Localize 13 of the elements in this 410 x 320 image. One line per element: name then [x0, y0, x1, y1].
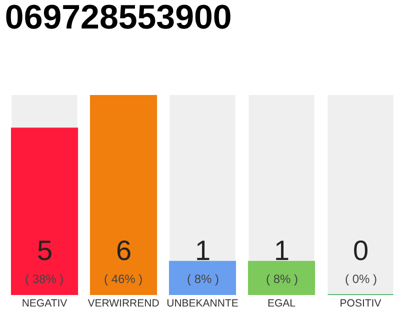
x-tick-label: UNBEKANNTE	[166, 298, 238, 310]
x-tick-label: POSITIV	[340, 298, 382, 310]
chart-title: 069728553900	[4, 0, 232, 37]
data-label: 1 ( 8% )	[187, 235, 220, 286]
data-label: 0 ( 0% )	[345, 235, 378, 286]
x-tick-label: VERWIRREND	[88, 298, 160, 310]
data-label: 6 ( 46% )	[104, 235, 143, 286]
bar	[168, 260, 236, 295]
x-tick-label: EGAL	[267, 298, 296, 310]
data-label: 5 ( 38% )	[25, 235, 64, 286]
x-tick-label: NEGATIV	[22, 298, 68, 310]
bar	[248, 260, 316, 295]
data-label: 1 ( 8% )	[266, 235, 298, 286]
